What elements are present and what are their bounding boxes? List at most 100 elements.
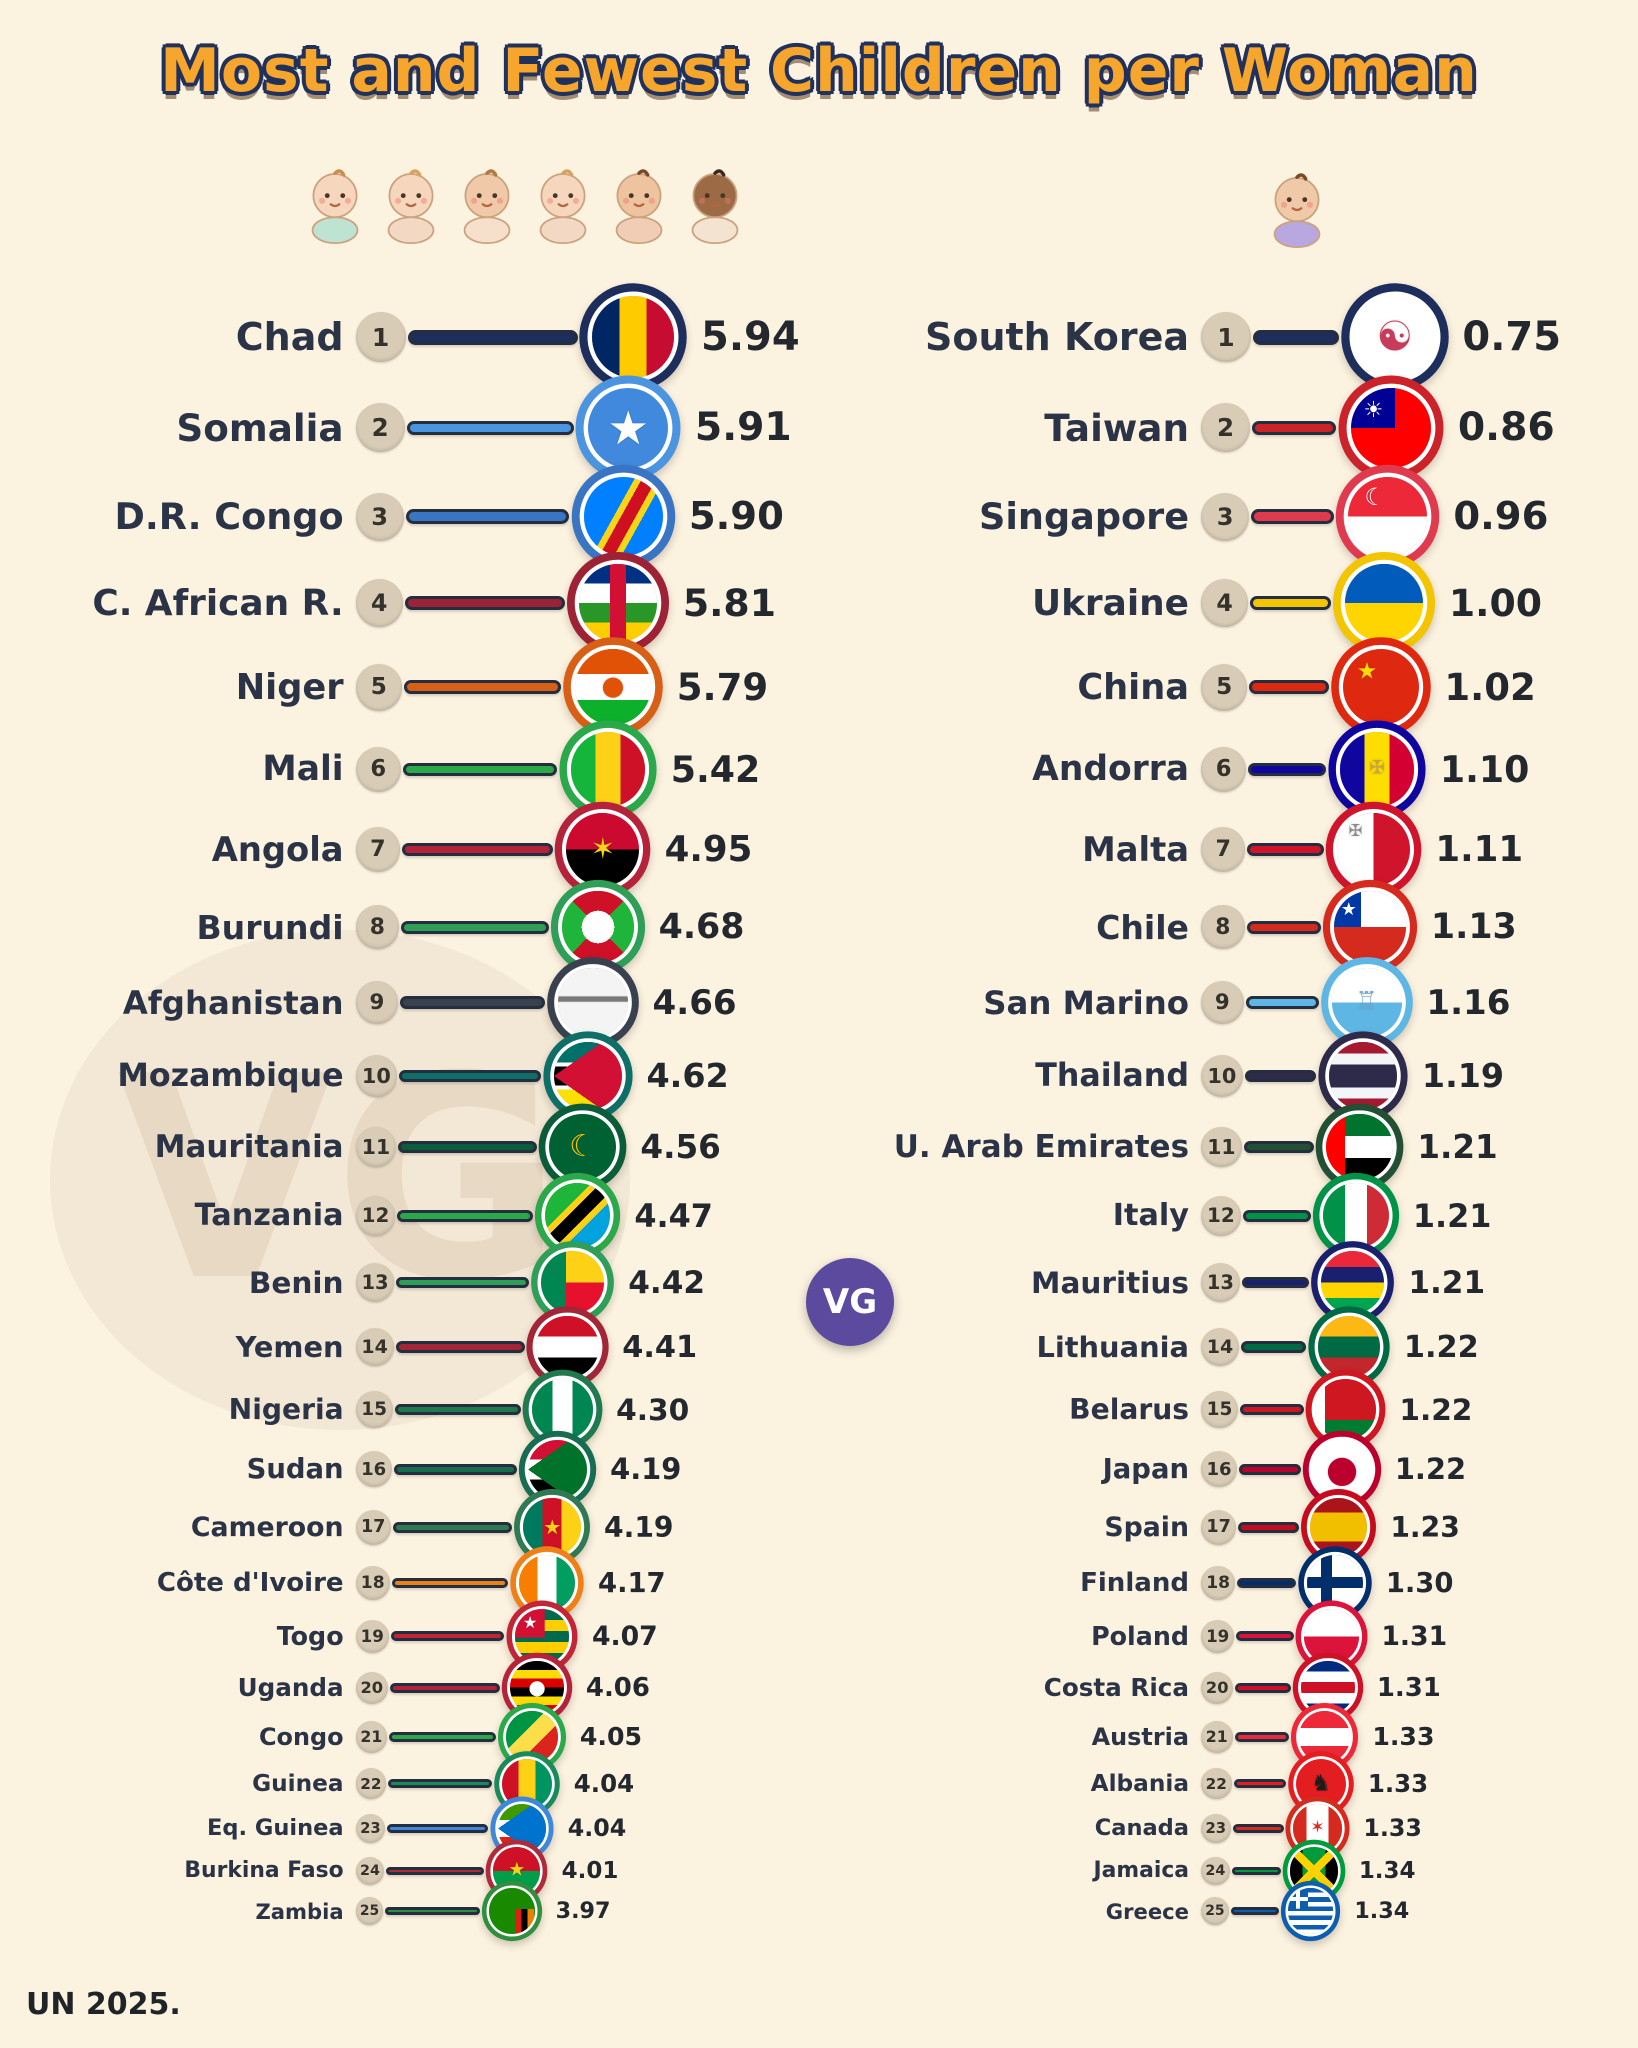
value-bar bbox=[1230, 1907, 1279, 1916]
value-bar bbox=[405, 509, 570, 524]
flag-icon: ★ bbox=[587, 387, 669, 469]
value-label: 5.81 bbox=[682, 581, 776, 626]
country-name: Burkina Faso bbox=[184, 1858, 344, 1884]
flag-icon bbox=[1317, 1315, 1381, 1379]
flag-icon: ✠ bbox=[1337, 812, 1411, 886]
country-row: San Marino 9 ♖ 1.16 bbox=[871, 965, 1582, 1039]
flag-icon: ☀ bbox=[1350, 387, 1432, 469]
value-label: 4.41 bbox=[622, 1329, 698, 1365]
country-row: Guinea 22 4.04 bbox=[56, 1758, 841, 1809]
rank-badge: 17 bbox=[355, 1509, 391, 1545]
flag-icon bbox=[1326, 1113, 1393, 1181]
rank-badge: 23 bbox=[1201, 1813, 1231, 1844]
value-bar bbox=[1241, 1276, 1309, 1289]
rank-badge: 8 bbox=[1201, 905, 1245, 949]
flag-icon bbox=[527, 1439, 587, 1500]
value-bar bbox=[390, 1631, 505, 1642]
country-name: Jamaica bbox=[1093, 1858, 1189, 1884]
country-name: Sudan bbox=[246, 1453, 344, 1485]
country-name: Chile bbox=[1096, 907, 1189, 947]
country-row: Taiwan 2 ☀ 0.86 bbox=[871, 383, 1582, 473]
flag-icon: ✠ bbox=[1339, 732, 1415, 807]
rank-badge: 4 bbox=[1201, 579, 1249, 627]
value-bar bbox=[1235, 1682, 1292, 1693]
country-name: Côte d'Ivoire bbox=[156, 1568, 344, 1598]
rank-badge: 7 bbox=[355, 827, 401, 872]
value-label: 4.30 bbox=[616, 1391, 690, 1427]
value-label: 4.04 bbox=[573, 1769, 635, 1799]
country-row: Benin 13 4.42 bbox=[56, 1250, 841, 1316]
value-label: 5.91 bbox=[694, 405, 792, 451]
value-label: 3.97 bbox=[555, 1898, 611, 1925]
value-bar bbox=[406, 420, 574, 436]
baby-icon bbox=[387, 169, 435, 244]
country-row: Chad 1 5.94 bbox=[56, 291, 841, 383]
value-label: 4.66 bbox=[652, 982, 737, 1023]
rank-badge: 3 bbox=[1201, 492, 1250, 541]
country-row: Chile 8 ★ 1.13 bbox=[871, 889, 1582, 966]
value-bar bbox=[400, 996, 546, 1009]
country-row: Afghanistan 9 4.66 bbox=[56, 965, 841, 1039]
value-bar bbox=[392, 1522, 513, 1533]
value-label: 5.42 bbox=[670, 747, 761, 791]
country-row: Italy 12 1.21 bbox=[871, 1182, 1582, 1250]
value-bar bbox=[1248, 762, 1327, 777]
value-label: 5.79 bbox=[676, 665, 769, 709]
rank-badge: 20 bbox=[355, 1671, 389, 1704]
country-row: Costa Rica 20 1.31 bbox=[871, 1661, 1582, 1715]
value-bar bbox=[398, 1140, 537, 1154]
value-label: 1.33 bbox=[1363, 1814, 1422, 1843]
country-row: Niger 5 ● 5.79 bbox=[56, 646, 841, 729]
country-row: Andorra 6 ✠ 1.10 bbox=[871, 729, 1582, 810]
flag-emblem: ♖ bbox=[1355, 985, 1378, 1015]
baby-icon bbox=[691, 169, 739, 244]
country-name: Eq. Guinea bbox=[206, 1815, 344, 1842]
country-row: Canada 23 ✶ 1.33 bbox=[871, 1804, 1582, 1853]
value-bar bbox=[1250, 596, 1332, 611]
country-row: Burkina Faso 24 ★ 4.01 bbox=[56, 1847, 841, 1895]
flag-emblem: ★ bbox=[1340, 899, 1357, 920]
rank-badge: 2 bbox=[355, 403, 405, 453]
value-bar bbox=[397, 1209, 533, 1222]
value-label: 0.86 bbox=[1457, 405, 1555, 451]
country-name: Greece bbox=[1105, 1898, 1189, 1924]
flag-emblem: ★ bbox=[508, 1859, 526, 1881]
country-name: Spain bbox=[1104, 1511, 1189, 1543]
value-bar bbox=[1237, 1577, 1297, 1589]
value-bar bbox=[1236, 1631, 1294, 1642]
country-row: Lithuania 14 1.22 bbox=[871, 1315, 1582, 1379]
country-name: Angola bbox=[211, 829, 344, 869]
flag-icon: ● bbox=[1312, 1439, 1372, 1500]
ranking-chart: Chad 1 5.94 Somalia 2 ★ 5.91 D.R. Congo 3 5.90 C. … bbox=[0, 291, 1638, 1935]
value-label: 5.94 bbox=[701, 314, 800, 360]
value-label: 4.07 bbox=[591, 1620, 658, 1652]
country-row: Zambia 25 3.97 bbox=[56, 1888, 841, 1935]
flag-icon: ★ bbox=[1342, 649, 1419, 726]
baby-icon bbox=[615, 169, 663, 244]
flag-emblem: ● bbox=[601, 671, 625, 703]
country-name: Guinea bbox=[252, 1770, 344, 1798]
value-label: 4.01 bbox=[561, 1857, 619, 1884]
value-label: 1.10 bbox=[1439, 747, 1530, 791]
country-name: Burundi bbox=[196, 907, 344, 947]
flag-emblem: ☾ bbox=[569, 1128, 597, 1164]
country-row: Belarus 15 1.22 bbox=[871, 1378, 1582, 1440]
value-bar bbox=[1232, 1824, 1284, 1833]
value-label: 1.16 bbox=[1426, 982, 1511, 1023]
value-label: 4.06 bbox=[585, 1672, 650, 1703]
flag-emblem: ★ bbox=[522, 1613, 538, 1633]
country-name: Chad bbox=[235, 315, 344, 359]
rank-badge: 24 bbox=[355, 1856, 385, 1886]
value-label: 4.62 bbox=[646, 1056, 729, 1096]
country-row: Mozambique 10 4.62 bbox=[56, 1040, 841, 1112]
country-name: South Korea bbox=[924, 315, 1189, 359]
country-name: Austria bbox=[1091, 1722, 1189, 1751]
value-label: 4.04 bbox=[567, 1814, 627, 1843]
country-row: U. Arab Emirates 11 1.21 bbox=[871, 1112, 1582, 1182]
rank-badge: 5 bbox=[1201, 664, 1248, 711]
flag-icon bbox=[1290, 1847, 1338, 1895]
value-bar bbox=[390, 1682, 501, 1693]
country-row: Sudan 16 4.19 bbox=[56, 1439, 841, 1500]
rank-badge: 19 bbox=[1201, 1619, 1235, 1654]
country-name: Zambia bbox=[255, 1898, 344, 1924]
